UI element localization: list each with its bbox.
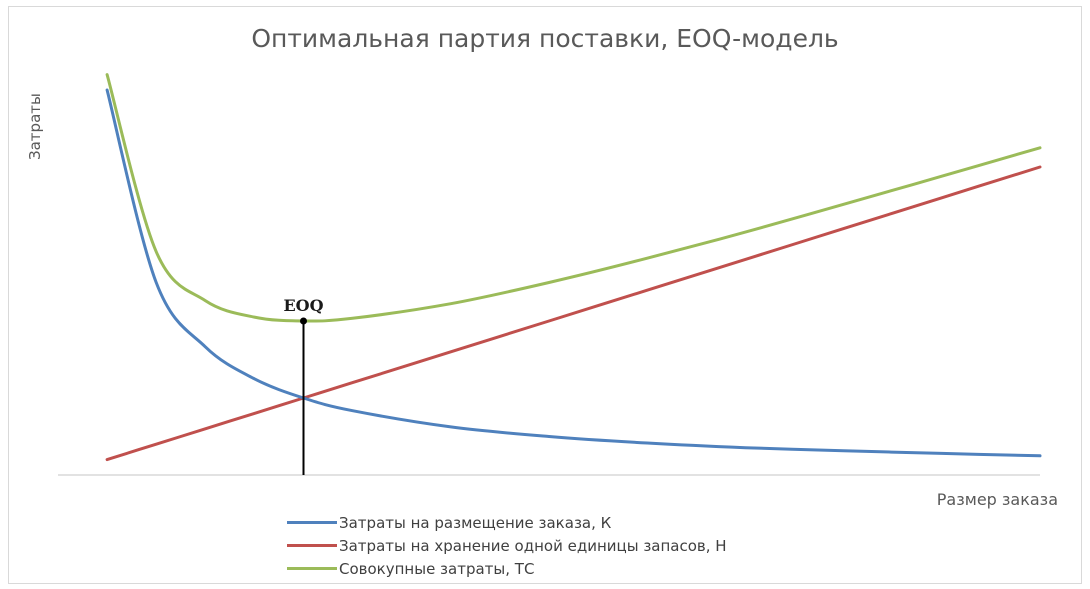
- eoq-point: [300, 317, 307, 325]
- legend-item-holding-cost: Затраты на хранение одной единицы запасо…: [287, 534, 727, 557]
- series-layer: [105, 73, 1042, 462]
- series-line-0: [105, 88, 1042, 458]
- legend-swatch: [287, 544, 337, 547]
- legend-swatch: [287, 521, 337, 524]
- chart-frame: [8, 6, 1082, 584]
- legend-item-total-cost: Совокупные затраты, ТС: [287, 557, 727, 580]
- eoq-label: EOQ: [283, 296, 323, 315]
- legend-label: Затраты на размещение заказа, К: [339, 513, 612, 532]
- chart-title: Оптимальная партия поставки, EOQ-модель: [251, 24, 839, 53]
- series-line-1: [105, 165, 1042, 462]
- legend-item-order-cost: Затраты на размещение заказа, К: [287, 511, 727, 534]
- legend-label: Совокупные затраты, ТС: [339, 559, 535, 578]
- legend-label: Затраты на хранение одной единицы запасо…: [339, 536, 727, 555]
- legend: Затраты на размещение заказа, К Затраты …: [287, 511, 727, 580]
- x-axis-label: Размер заказа: [936, 490, 1058, 509]
- annotation-layer: EOQ: [283, 296, 324, 475]
- legend-swatch: [287, 567, 337, 570]
- series-line-2: [105, 73, 1042, 323]
